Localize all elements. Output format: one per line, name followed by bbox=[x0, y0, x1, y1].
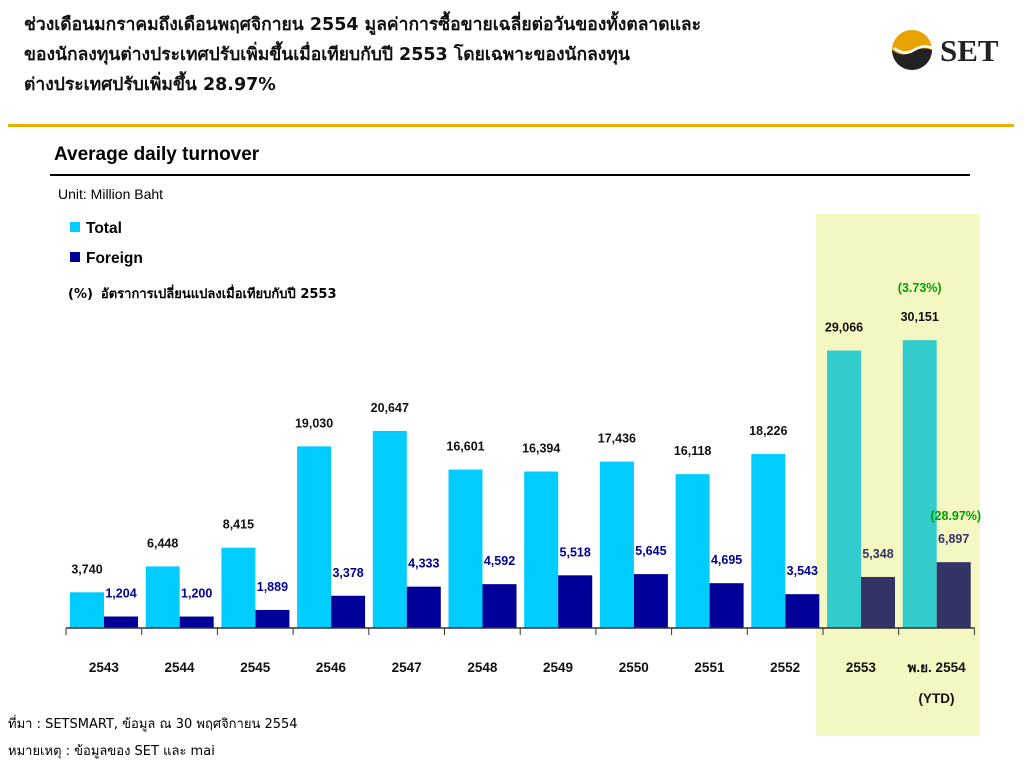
label-foreign-2: 1,889 bbox=[257, 580, 288, 594]
label-total-1: 6,448 bbox=[147, 536, 178, 550]
label-foreign-8: 4,695 bbox=[711, 553, 742, 567]
label-foreign-1: 1,200 bbox=[181, 587, 212, 601]
bar-foreign-8 bbox=[709, 583, 744, 628]
label-total-4: 20,647 bbox=[371, 401, 409, 415]
category-label-10: 2553 bbox=[846, 660, 877, 675]
label-total-6: 16,394 bbox=[522, 442, 560, 456]
remark-note: หมายเหตุ : ข้อมูลของ SET และ mai bbox=[8, 744, 215, 759]
label-foreign-9: 3,543 bbox=[787, 564, 818, 578]
bar-foreign-0 bbox=[104, 616, 138, 628]
label-total-0: 3,740 bbox=[71, 562, 102, 576]
headline: ช่วงเดือนมกราคมถึงเดือนพฤศจิกายน 2554 มู… bbox=[24, 10, 884, 100]
legend-total-label: Total bbox=[86, 220, 122, 237]
source-note: ที่มา : SETSMART, ข้อมูล ณ 30 พฤศจิกายน … bbox=[8, 717, 298, 732]
bar-foreign-4 bbox=[406, 586, 441, 628]
category-label-6: 2549 bbox=[543, 660, 573, 675]
bar-total-4 bbox=[372, 430, 407, 628]
label-foreign-0: 1,204 bbox=[105, 587, 136, 601]
pct-change-foreign: (28.97%) bbox=[930, 509, 981, 523]
legend-pct-text: อัตราการเปลี่ยนแปลงเมื่อเทียบกับปี 2553 bbox=[100, 287, 337, 302]
label-foreign-6: 5,518 bbox=[560, 545, 591, 559]
label-foreign-4: 4,333 bbox=[408, 557, 439, 571]
set-logo: SET bbox=[892, 30, 999, 70]
legend-total: Total bbox=[70, 220, 122, 238]
bar-foreign-11 bbox=[936, 562, 971, 628]
header-divider bbox=[8, 124, 1014, 127]
category-label-8: 2551 bbox=[694, 660, 725, 675]
legend-foreign-swatch bbox=[70, 252, 80, 262]
category-sublabel-11: (YTD) bbox=[919, 691, 955, 706]
category-label-9: 2552 bbox=[770, 660, 800, 675]
headline-line-1: ช่วงเดือนมกราคมถึงเดือนพฤศจิกายน 2554 มู… bbox=[24, 15, 702, 35]
category-label-2: 2545 bbox=[240, 660, 271, 675]
bar-total-0 bbox=[70, 592, 104, 628]
bar-foreign-3 bbox=[331, 595, 366, 628]
category-label-5: 2548 bbox=[467, 660, 498, 675]
bar-total-6 bbox=[524, 471, 559, 628]
unit-label: Unit: Million Baht bbox=[58, 186, 164, 202]
bar-total-11 bbox=[902, 340, 937, 628]
category-label-4: 2547 bbox=[392, 660, 422, 675]
category-label-1: 2544 bbox=[165, 660, 196, 675]
label-total-2: 8,415 bbox=[223, 518, 254, 532]
category-label-7: 2550 bbox=[619, 660, 649, 675]
bar-total-8 bbox=[675, 474, 710, 628]
bar-total-10 bbox=[827, 350, 861, 628]
bar-foreign-2 bbox=[255, 609, 290, 628]
category-label-11: พ.ย. 2554 bbox=[908, 660, 967, 675]
legend-pct-marker: (%) bbox=[68, 287, 93, 302]
legend-foreign-label: Foreign bbox=[86, 250, 143, 267]
label-total-9: 18,226 bbox=[749, 424, 787, 438]
label-foreign-10: 5,348 bbox=[862, 547, 893, 561]
label-foreign-11: 6,897 bbox=[938, 532, 969, 546]
label-foreign-7: 5,645 bbox=[635, 544, 666, 558]
chart-title-underline bbox=[50, 174, 970, 176]
bar-foreign-10 bbox=[861, 576, 895, 628]
bar-foreign-6 bbox=[558, 575, 593, 628]
label-total-5: 16,601 bbox=[446, 440, 484, 454]
label-total-3: 19,030 bbox=[295, 416, 333, 430]
label-total-7: 17,436 bbox=[598, 432, 636, 446]
bar-foreign-9 bbox=[785, 594, 820, 628]
label-foreign-5: 4,592 bbox=[484, 554, 515, 568]
bar-total-3 bbox=[297, 446, 332, 628]
chart-title: Average daily turnover bbox=[54, 144, 260, 165]
bar-total-1 bbox=[145, 566, 180, 628]
bar-foreign-7 bbox=[633, 574, 668, 628]
headline-line-2: ของนักลงทุนต่างประเทศปรับเพิ่มขึ้นเมื่อเ… bbox=[24, 45, 630, 65]
label-foreign-3: 3,378 bbox=[332, 566, 363, 580]
bar-foreign-1 bbox=[179, 616, 214, 628]
headline-line-3: ต่างประเทศปรับเพิ่มขึ้น 28.97% bbox=[24, 75, 276, 95]
label-total-11: 30,151 bbox=[901, 310, 939, 324]
category-label-0: 2543 bbox=[89, 660, 120, 675]
bar-total-9 bbox=[751, 454, 786, 628]
set-logo-wave bbox=[892, 48, 932, 70]
category-label-3: 2546 bbox=[316, 660, 347, 675]
bar-foreign-5 bbox=[482, 584, 517, 628]
set-logo-text: SET bbox=[940, 33, 999, 68]
legend-pct-change: (%) อัตราการเปลี่ยนแปลงเมื่อเทียบกับปี 25… bbox=[68, 283, 345, 304]
label-total-10: 29,066 bbox=[825, 321, 863, 335]
pct-change-total: (3.73%) bbox=[898, 281, 942, 295]
legend-total-swatch bbox=[70, 222, 80, 232]
legend-foreign: Foreign bbox=[70, 250, 143, 268]
bar-total-5 bbox=[448, 469, 483, 628]
label-total-8: 16,118 bbox=[674, 444, 712, 458]
bar-total-2 bbox=[221, 547, 256, 628]
bar-total-7 bbox=[599, 461, 634, 628]
